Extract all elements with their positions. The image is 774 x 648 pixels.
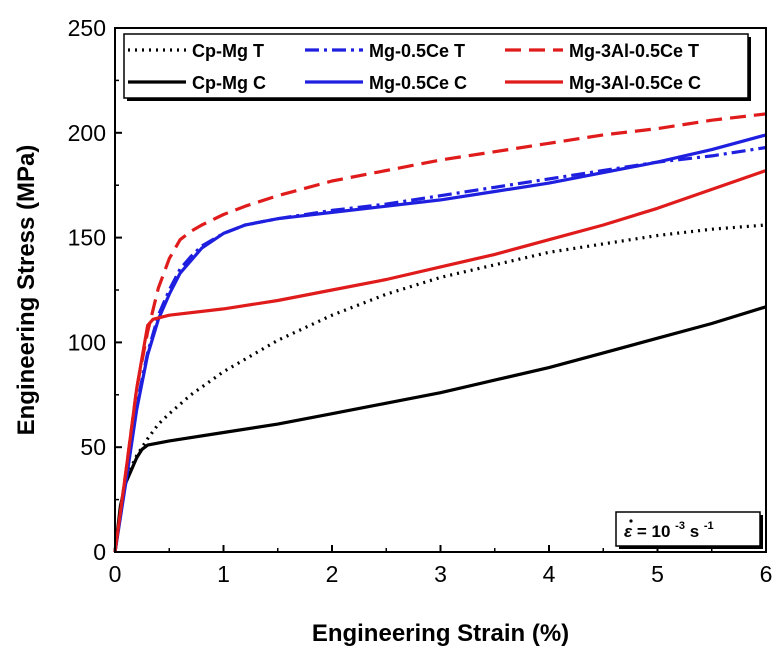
series-mg-3al-0-5ce-c-line [113, 168, 767, 553]
series-layer [113, 112, 767, 553]
y-tick-label: 100 [68, 329, 106, 355]
y-tick-label: 50 [80, 434, 106, 460]
plot-frame [114, 27, 767, 553]
strain-rate-label: ε = 10 -3 s -1 [624, 514, 714, 541]
legend-box [123, 33, 749, 99]
strain-rate-annotation: ε = 10 -3 s -1 [615, 511, 763, 549]
legend-label-mg-3al-0-5ce-c: Mg-3Al-0.5Ce C [569, 73, 701, 93]
y-tick-label: 250 [68, 15, 106, 41]
x-tick-label: 3 [434, 561, 447, 587]
series-cp-mg-c-line [113, 305, 767, 553]
strain-rate-unit: s [690, 522, 699, 541]
legend-label-cp-mg-t: Cp-Mg T [192, 41, 264, 61]
strain-rate-value: = 10 [637, 522, 671, 541]
series-mg-3al-0-5ce-t-line [113, 112, 767, 553]
annotation-box [615, 511, 761, 547]
legend: Cp-Mg T Mg-0.5Ce T Mg-3Al-0.5Ce T Cp-Mg C Mg… [123, 33, 751, 101]
y-tick-label: 200 [68, 120, 106, 146]
x-tick-label: 1 [217, 561, 230, 587]
legend-label-cp-mg-c: Cp-Mg C [192, 73, 266, 93]
y-tick-label: 150 [68, 225, 106, 251]
strain-rate-exponent: -3 [675, 520, 685, 532]
x-axis-title: Engineering Strain (%) [312, 620, 569, 647]
legend-label-mg-3al-0-5ce-t: Mg-3Al-0.5Ce T [569, 41, 699, 61]
strain-rate-symbol: ε [624, 522, 633, 541]
y-axis-title: Engineering Stress (MPa) [13, 145, 40, 436]
series-mg-0-5ce-t-line [113, 145, 767, 553]
legend-label-mg-0-5ce-c: Mg-0.5Ce C [369, 73, 467, 93]
y-tick-label: 0 [93, 539, 106, 565]
strain-rate-dot [629, 519, 633, 523]
x-tick-label: 0 [109, 561, 122, 587]
x-tick-label: 4 [543, 561, 556, 587]
axis-ticks: 0 1 2 3 4 5 6 0 50 100 150 200 250 [68, 15, 773, 587]
x-tick-label: 6 [760, 561, 773, 587]
x-tick-label: 2 [326, 561, 339, 587]
legend-label-mg-0-5ce-t: Mg-0.5Ce T [369, 41, 465, 61]
strain-rate-unit-exponent: -1 [704, 520, 714, 532]
series-cp-mg-t-line [113, 223, 767, 553]
series-mg-0-5ce-c-line [113, 133, 767, 553]
x-tick-label: 5 [651, 561, 664, 587]
